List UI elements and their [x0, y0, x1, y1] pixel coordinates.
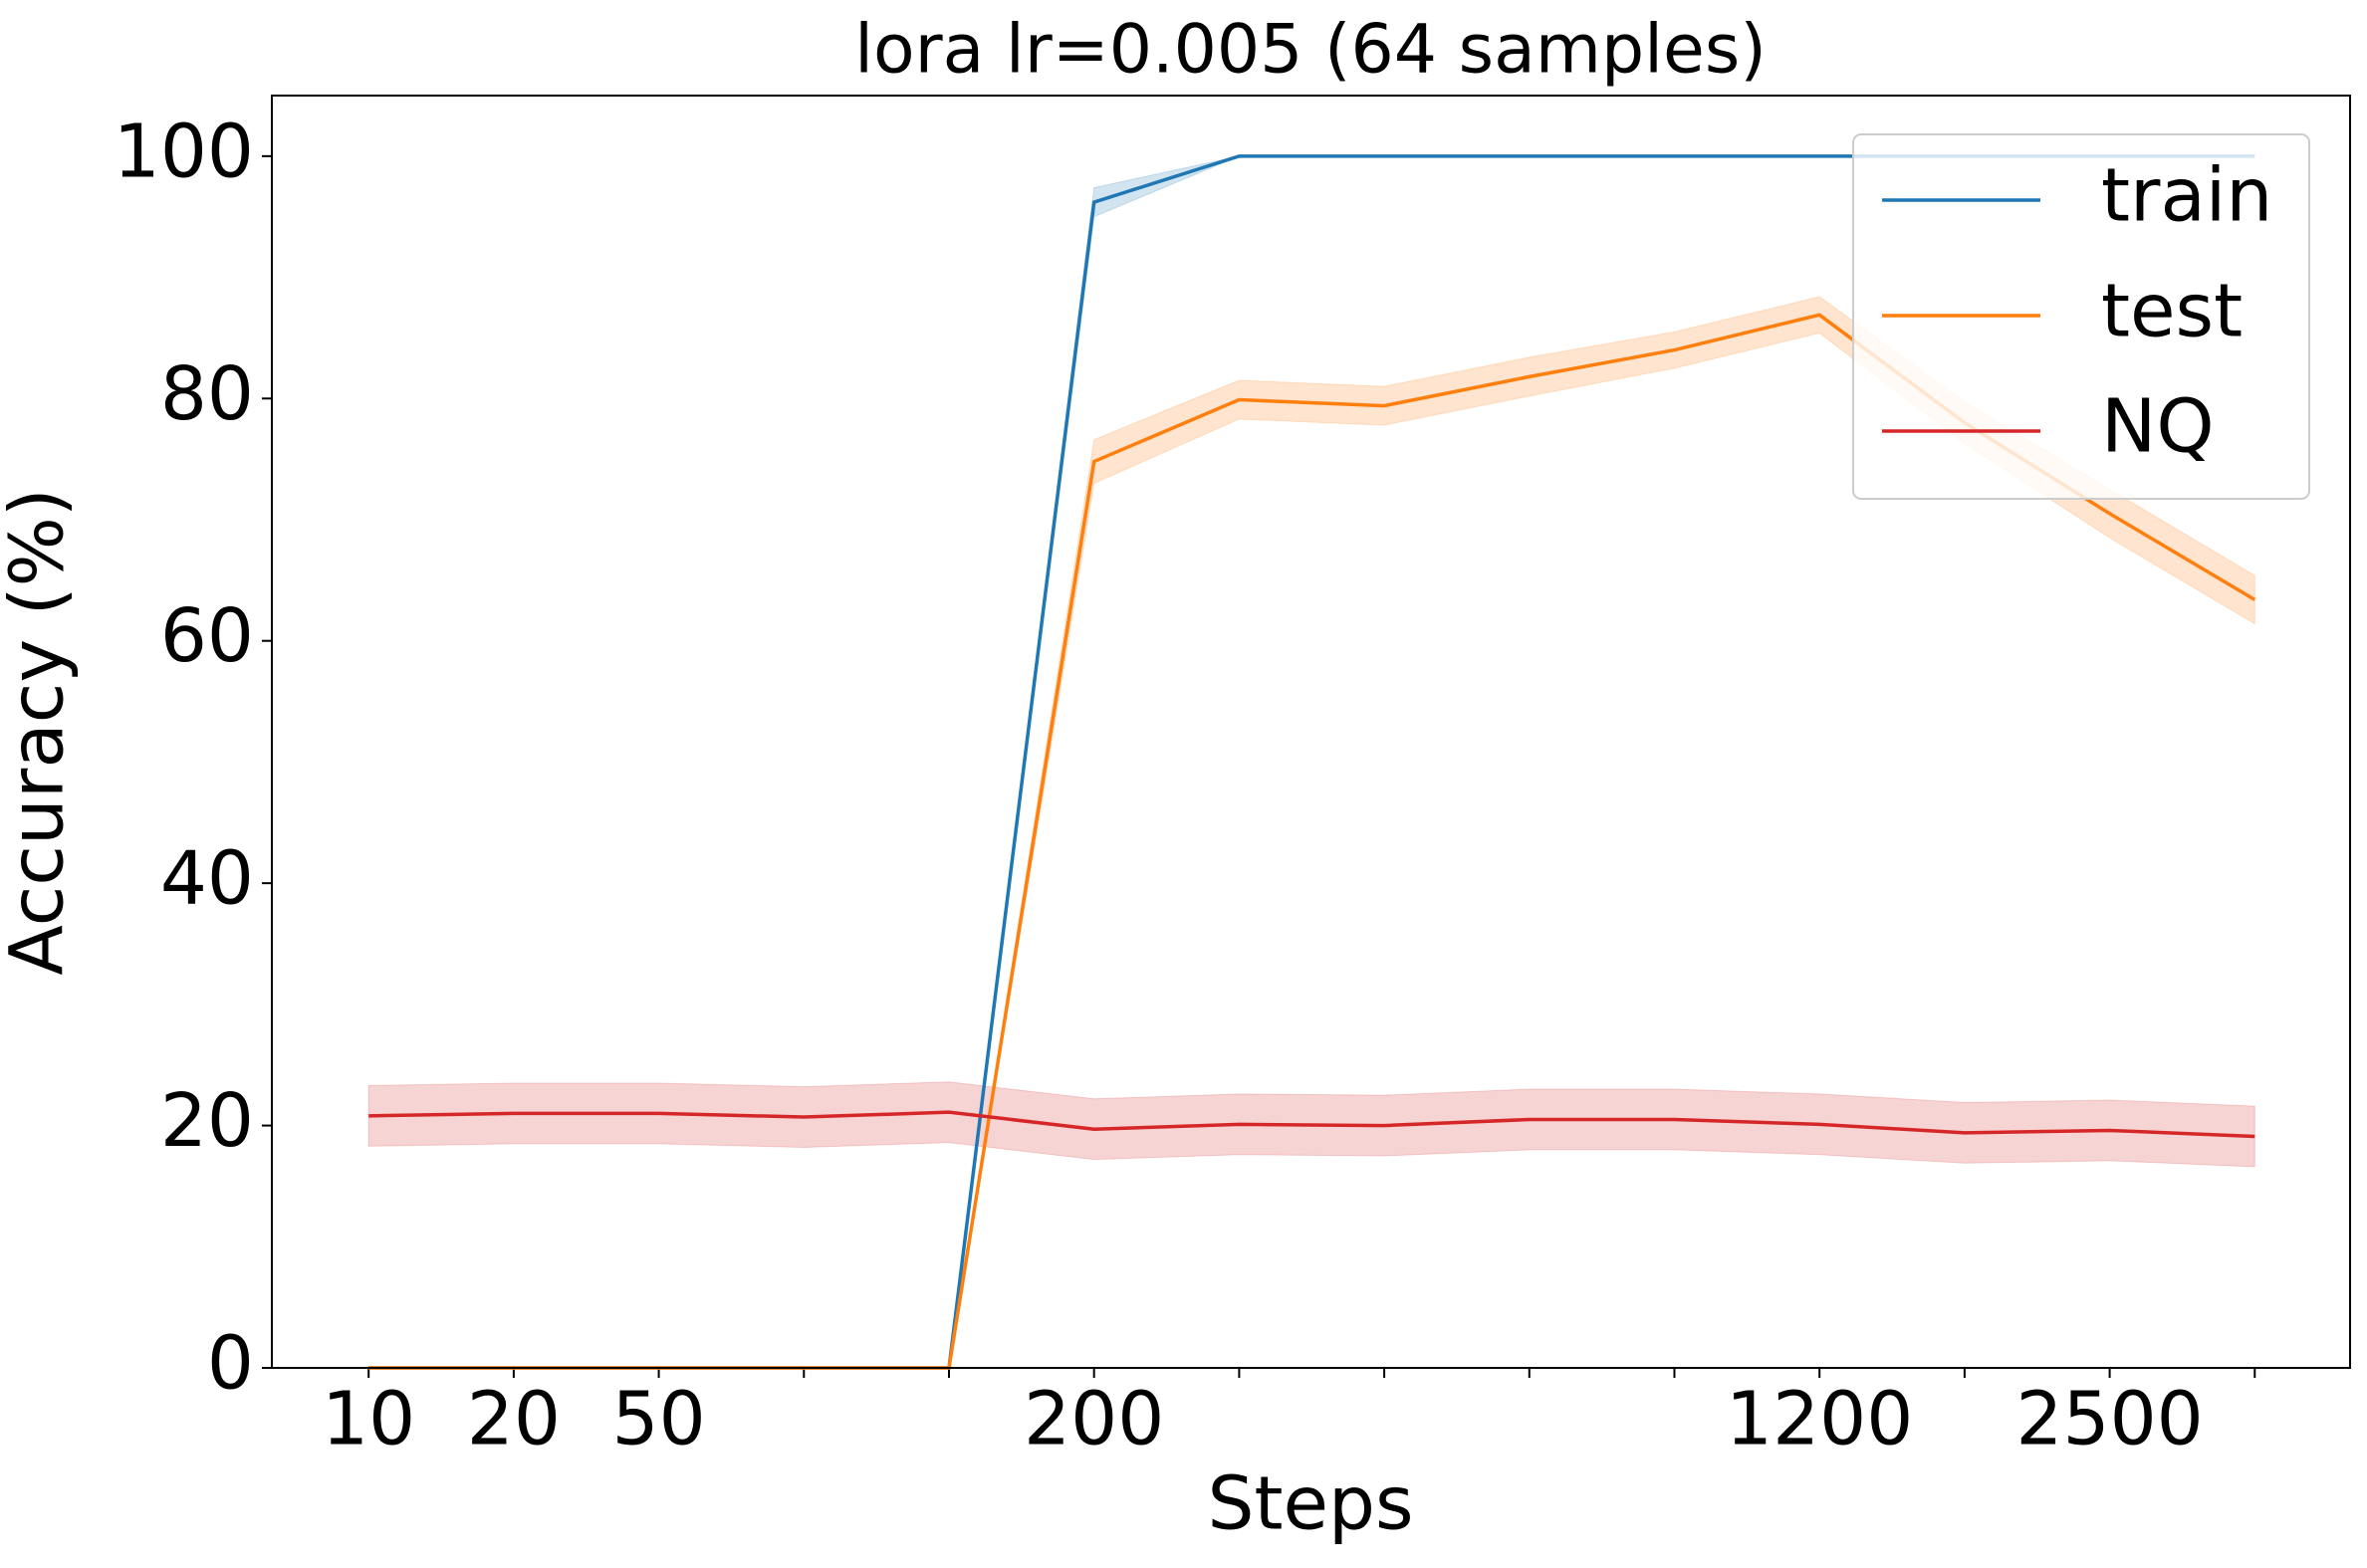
legend-box — [1852, 133, 2310, 500]
y-tick-label: 100 — [114, 109, 254, 194]
legend-label: NQ — [2101, 384, 2215, 470]
x-tick-label: 50 — [611, 1377, 705, 1462]
x-axis-label: Steps — [1207, 1461, 1413, 1547]
x-tick-label: 20 — [467, 1377, 561, 1462]
y-tick-label: 60 — [160, 593, 254, 679]
y-tick-label: 40 — [160, 836, 254, 922]
x-tick-label: 10 — [322, 1377, 415, 1462]
x-tick-label: 2500 — [2015, 1377, 2203, 1462]
chart-title: lora lr=0.005 (64 samples) — [854, 11, 1767, 90]
y-tick-label: 20 — [160, 1078, 254, 1164]
plot-frame — [271, 95, 2351, 1369]
x-tick-label: 1200 — [1726, 1377, 1913, 1462]
line — [368, 1110, 2255, 1139]
y-tick-label: 80 — [160, 351, 254, 437]
y-tick-label: 0 — [207, 1321, 254, 1407]
legend-label: train — [2101, 153, 2272, 239]
y-axis-label: Accuracy (%) — [0, 488, 81, 975]
legend-label: test — [2101, 269, 2243, 354]
x-tick-label: 200 — [1024, 1377, 1164, 1462]
